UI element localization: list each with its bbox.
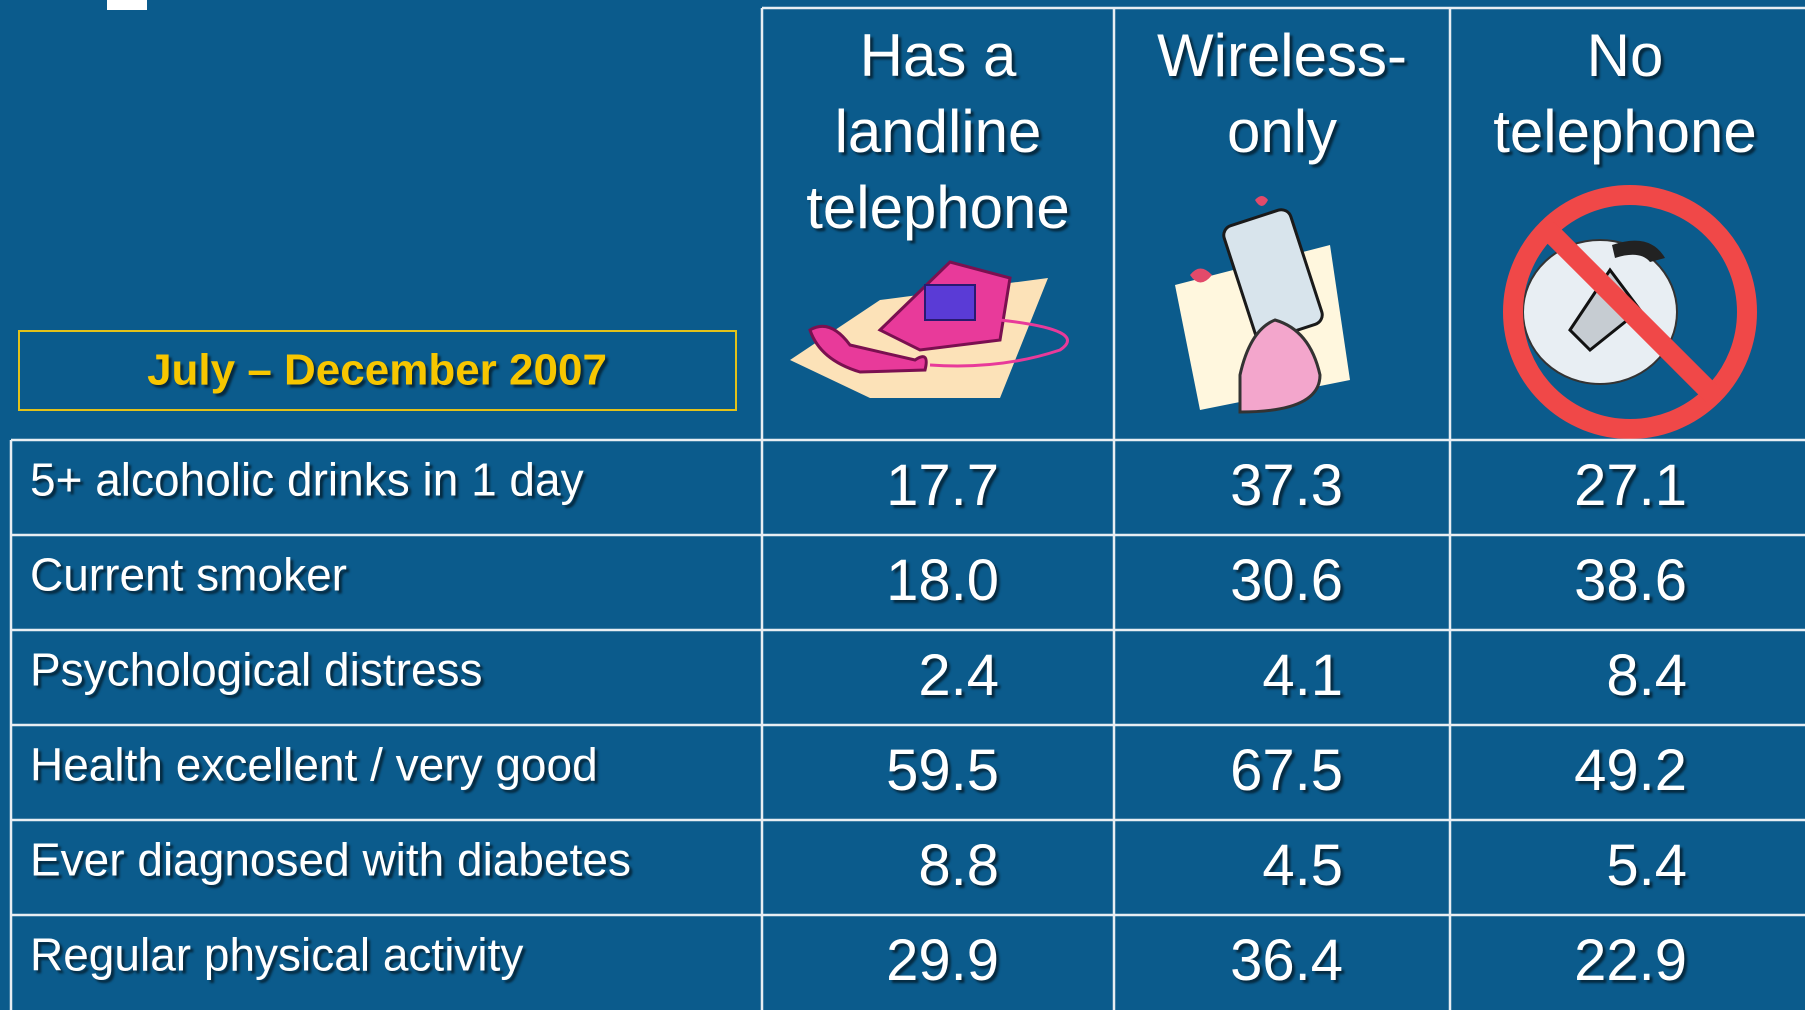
cell-value: 17.7 <box>886 453 999 518</box>
cell-value: 8.8 <box>918 833 999 898</box>
cell-value: 36.4 <box>1230 928 1343 993</box>
cell-value: 5.4 <box>1606 833 1687 898</box>
wireless-icon <box>1175 196 1350 414</box>
cell-value: 59.5 <box>886 738 999 803</box>
cell-value: 37.3 <box>1230 453 1343 518</box>
cell-value: 29.9 <box>886 928 999 993</box>
row-label: 5+ alcoholic drinks in 1 day <box>30 454 584 506</box>
no-telephone-icon <box>1503 185 1757 439</box>
column-header: telephone <box>806 174 1070 241</box>
cell-value: 49.2 <box>1574 738 1687 803</box>
column-header: landline <box>835 98 1042 165</box>
cell-value: 4.5 <box>1262 833 1343 898</box>
landline-icon <box>790 260 1069 398</box>
column-header: telephone <box>1493 98 1757 165</box>
row-label: Regular physical activity <box>30 929 523 981</box>
row-label: Current smoker <box>30 549 347 601</box>
cell-value: 30.6 <box>1230 548 1343 613</box>
row-label: Health excellent / very good <box>30 739 598 791</box>
period-label: July – December 2007 <box>147 346 607 395</box>
column-header: only <box>1227 98 1337 165</box>
cell-value: 8.4 <box>1606 643 1687 708</box>
cell-value: 22.9 <box>1574 928 1687 993</box>
row-label: Ever diagnosed with diabetes <box>30 834 631 886</box>
corner-square <box>107 0 147 10</box>
cell-value: 67.5 <box>1230 738 1343 803</box>
column-header: Wireless- <box>1157 22 1407 89</box>
period-box <box>18 330 737 411</box>
column-header: No <box>1587 22 1664 89</box>
cell-value: 2.4 <box>918 643 999 708</box>
column-header: Has a <box>860 22 1017 89</box>
cell-value: 18.0 <box>886 548 999 613</box>
row-label: Psychological distress <box>30 644 483 696</box>
cell-value: 38.6 <box>1574 548 1687 613</box>
cell-value: 27.1 <box>1574 453 1687 518</box>
cell-value: 4.1 <box>1262 643 1343 708</box>
